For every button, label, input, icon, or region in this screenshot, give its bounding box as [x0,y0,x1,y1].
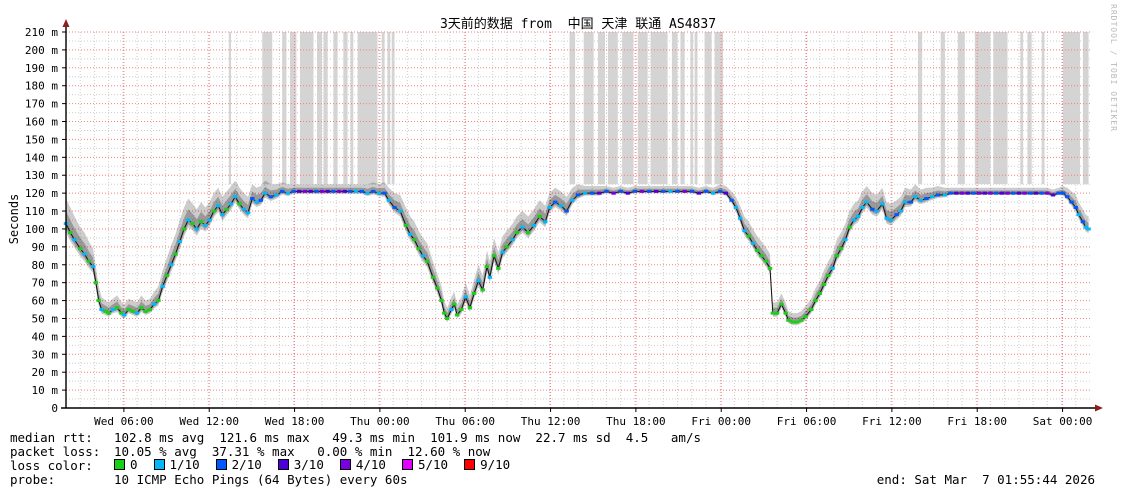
latency-chart-svg: 0 10 m 20 m 30 m 40 m 50 m 60 m 70 m 80 m 90 m 100… [25,19,1103,428]
svg-text:Thu 18:00: Thu 18:00 [606,415,666,428]
svg-text:40 m: 40 m [32,330,59,343]
svg-text:Wed 18:00: Wed 18:00 [265,415,325,428]
loss-swatch-icon [339,459,351,471]
svg-text:130 m: 130 m [25,169,58,182]
svg-text:180 m: 180 m [25,80,58,93]
loss-color-row: loss color: 0 1/10 2/10 3/10 4/10 5/10 9/10 [10,458,701,473]
svg-text:Thu 06:00: Thu 06:00 [435,415,495,428]
loss-level-2-10: 2/10 [215,457,262,472]
loss-swatch-label: 1/10 [169,457,200,472]
svg-text:200 m: 200 m [25,44,58,57]
svg-text:150 m: 150 m [25,133,58,146]
svg-text:10 m: 10 m [32,384,59,397]
loss-swatch-label: 0 [130,457,138,472]
svg-text:140 m: 140 m [25,151,58,164]
svg-text:190 m: 190 m [25,62,58,75]
loss-swatch-icon [215,459,227,471]
svg-text:100 m: 100 m [25,223,58,236]
loss-swatch-label: 3/10 [293,457,324,472]
loss-level-5-10: 5/10 [401,457,449,472]
svg-text:110 m: 110 m [25,205,58,218]
loss-swatch-icon [153,459,165,471]
loss-swatch-icon [114,459,125,471]
loss-level-1-10: 1/10 [153,457,200,472]
svg-text:Sat 00:00: Sat 00:00 [1033,415,1093,428]
loss-swatch-label: 4/10 [355,457,386,472]
loss-level-3-10: 3/10 [277,457,324,472]
loss-color-label: loss color: [10,457,93,473]
svg-text:170 m: 170 m [25,98,58,111]
rrdtool-watermark: RRDTOOL / TOBI OETIKER [1109,4,1118,132]
svg-text:160 m: 160 m [25,116,58,129]
packet-loss-row: packet loss: 10.05 % avg 37.31 % max 0.00… [10,443,701,459]
legend: median rtt: 102.8 ms avg 121.6 ms max 49.… [10,431,701,486]
loss-color-items: 0 1/10 2/10 3/10 4/10 5/10 9/10 [114,458,526,473]
svg-text:90 m: 90 m [32,241,59,254]
svg-text:60 m: 60 m [32,295,59,308]
loss-swatch-label: 5/10 [417,457,449,472]
svg-text:0: 0 [51,402,58,415]
svg-text:80 m: 80 m [32,259,59,272]
svg-text:30 m: 30 m [32,348,59,361]
loss-level-4-10: 4/10 [339,457,386,472]
probe-values: 10 ICMP Echo Pings (64 Bytes) every 60s [114,471,408,487]
svg-text:Wed 12:00: Wed 12:00 [179,415,239,428]
svg-text:Fri 06:00: Fri 06:00 [777,415,837,428]
svg-text:210 m: 210 m [25,26,58,39]
loss-swatch-icon [277,459,289,471]
median-rtt-values: 102.8 ms avg 121.6 ms max 49.3 ms min 10… [114,430,701,445]
packet-loss-values: 10.05 % avg 37.31 % max 0.00 % min 12.60… [114,443,491,459]
loss-swatch-label: 2/10 [231,457,262,472]
svg-text:20 m: 20 m [32,366,59,379]
svg-text:Thu 00:00: Thu 00:00 [350,415,410,428]
svg-text:Wed 06:00: Wed 06:00 [94,415,154,428]
probe-label: probe: [10,471,56,487]
svg-text:Fri 00:00: Fri 00:00 [691,415,751,428]
loss-swatch-label: 9/10 [480,457,511,472]
median-rtt-row: median rtt: 102.8 ms avg 121.6 ms max 49.… [10,431,701,445]
end-timestamp: end: Sat Mar 7 01:55:44 2026 [876,472,1095,487]
svg-text:Fri 12:00: Fri 12:00 [862,415,922,428]
svg-text:Fri 18:00: Fri 18:00 [947,415,1007,428]
loss-level-9-10: 9/10 [464,458,510,472]
loss-swatch-icon [464,459,476,471]
packet-loss-label: packet loss: [10,443,101,459]
loss-swatch-icon [401,459,413,471]
svg-text:Thu 12:00: Thu 12:00 [521,415,581,428]
svg-text:50 m: 50 m [32,312,59,325]
svg-text:120 m: 120 m [25,187,58,200]
latency-plot: 0 10 m 20 m 30 m 40 m 50 m 60 m 70 m 80 m 90 m 100… [25,19,1103,428]
median-rtt-label: median rtt: [10,430,93,445]
svg-text:70 m: 70 m [32,277,59,290]
loss-level-0: 0 [114,458,138,472]
probe-row: probe: 10 ICMP Echo Pings (64 Bytes) ever… [10,473,701,487]
chart-title: 3天前的数据 from 中国 天津 联通 AS4837 [439,17,717,32]
